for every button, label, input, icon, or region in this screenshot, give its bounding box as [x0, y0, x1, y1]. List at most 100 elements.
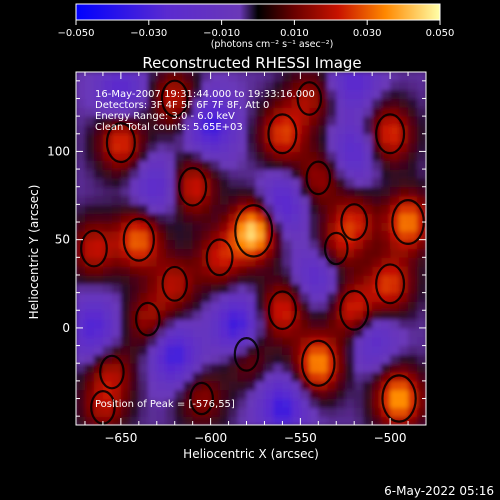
heatmap-cell — [129, 372, 140, 382]
heatmap-cell — [183, 345, 194, 355]
heatmap-cell — [183, 107, 194, 117]
heatmap-cell — [84, 124, 95, 135]
heatmap-cell — [309, 142, 319, 153]
heatmap-cell — [300, 283, 310, 294]
heatmap-cell — [129, 177, 140, 188]
heatmap-cell — [300, 407, 310, 417]
heatmap-cell — [138, 266, 149, 276]
heatmap-cell — [156, 169, 167, 179]
heatmap-cell — [336, 124, 346, 135]
heatmap-cell — [102, 363, 113, 373]
heatmap-cell — [336, 133, 346, 144]
heatmap-cell — [390, 327, 400, 338]
heatmap-cell — [372, 319, 382, 329]
heatmap-cell — [417, 319, 426, 329]
heatmap-cell — [300, 239, 310, 250]
heatmap-cell — [76, 177, 86, 188]
heatmap-cell — [76, 266, 86, 276]
heatmap-cell — [156, 195, 167, 205]
heatmap-cell — [354, 389, 364, 400]
heatmap-cell — [273, 292, 284, 303]
heatmap-cell — [84, 310, 95, 320]
heatmap-cell — [318, 416, 328, 425]
heatmap-cell — [147, 345, 158, 355]
heatmap-cell — [390, 116, 400, 126]
heatmap-cell — [228, 80, 239, 91]
heatmap-cell — [120, 142, 131, 153]
heatmap-cell — [399, 389, 409, 400]
heatmap-cell — [309, 186, 319, 197]
heatmap-cell — [111, 133, 122, 144]
heatmap-cell — [237, 222, 248, 232]
heatmap-cell — [282, 177, 292, 188]
heatmap-cell — [246, 160, 257, 170]
heatmap-cell — [309, 274, 319, 285]
heatmap-cell — [264, 195, 275, 205]
heatmap-cell — [93, 319, 104, 329]
heatmap-cell — [300, 124, 310, 135]
heatmap-cell — [165, 292, 176, 303]
contour-ring — [178, 166, 208, 207]
heatmap-cell — [327, 204, 337, 214]
heatmap-cell — [165, 204, 176, 214]
heatmap-cell — [309, 389, 319, 400]
heatmap-cell — [156, 389, 167, 400]
heatmap-cell — [372, 398, 382, 408]
heatmap-cell — [273, 257, 284, 267]
heatmap-cell — [76, 230, 86, 241]
heatmap-cell — [174, 204, 185, 214]
heatmap-cell — [300, 169, 310, 179]
heatmap-cell — [111, 151, 122, 161]
heatmap-cell — [390, 310, 400, 320]
heatmap-cell — [102, 407, 113, 417]
heatmap-cell — [282, 319, 292, 329]
heatmap-cell — [255, 177, 266, 188]
heatmap-cell — [246, 407, 257, 417]
heatmap-cell — [390, 222, 400, 232]
heatmap-cell — [147, 89, 158, 100]
heatmap-cell — [345, 407, 355, 417]
heatmap-cell — [237, 301, 248, 311]
heatmap-cell — [345, 80, 355, 91]
heatmap-cell — [381, 283, 391, 294]
heatmap-cell — [264, 292, 275, 303]
heatmap-cell — [327, 72, 337, 82]
heatmap-cell — [228, 310, 239, 320]
heatmap-cell — [93, 248, 104, 258]
heatmap-cell — [273, 266, 284, 276]
heatmap-cell — [309, 372, 319, 382]
heatmap-cell — [336, 195, 346, 205]
heatmap-cell — [111, 363, 122, 373]
heatmap-cell — [345, 283, 355, 294]
heatmap-cell — [327, 151, 337, 161]
heatmap-cell — [93, 398, 104, 408]
heatmap-cell — [192, 133, 203, 144]
heatmap-cell — [408, 142, 418, 153]
heatmap-cell — [354, 354, 364, 364]
heatmap-cell — [120, 416, 131, 425]
heatmap-cell — [93, 195, 104, 205]
heatmap-cell — [363, 195, 373, 205]
heatmap-cell — [237, 283, 248, 294]
heatmap-cell — [192, 107, 203, 117]
heatmap-cell — [345, 398, 355, 408]
heatmap-cell — [192, 204, 203, 214]
heatmap-cell — [210, 345, 221, 355]
heatmap-cell — [102, 292, 113, 303]
heatmap-cell — [291, 354, 301, 364]
heatmap-cell — [390, 380, 400, 391]
heatmap-cell — [120, 89, 131, 100]
heatmap-cell — [84, 169, 95, 179]
heatmap-cell — [120, 98, 131, 108]
heatmap-cell — [264, 160, 275, 170]
heatmap-cell — [291, 222, 301, 232]
heatmap-cell — [102, 274, 113, 285]
heatmap-cell — [201, 195, 212, 205]
heatmap-cell — [273, 107, 284, 117]
heatmap-cell — [102, 98, 113, 108]
heatmap-cell — [192, 222, 203, 232]
heatmap-cell — [246, 133, 257, 144]
heatmap-cell — [156, 186, 167, 197]
heatmap-cell — [246, 398, 257, 408]
heatmap-cell — [183, 133, 194, 144]
